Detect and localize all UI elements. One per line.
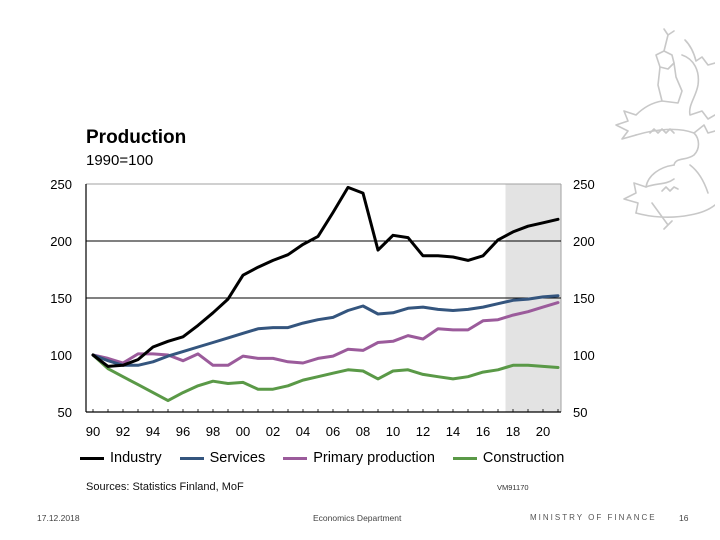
x-tick-label: 92 — [116, 424, 130, 439]
x-tick-label: 90 — [86, 424, 100, 439]
legend-swatch-services — [179, 456, 204, 460]
legend-label-industry: Industry — [110, 450, 162, 466]
footer-page-number: 16 — [679, 513, 689, 523]
y-tick-label-right: 250 — [573, 177, 595, 192]
legend-item-services: Services — [179, 450, 266, 466]
chart-title: Production — [86, 127, 187, 148]
legend-item-construction: Construction — [452, 450, 565, 466]
footer-ministry: MINISTRY OF FINANCE — [530, 513, 657, 522]
x-tick-label: 00 — [236, 424, 250, 439]
footer-department: Economics Department — [313, 513, 402, 523]
series-line-primary-production — [91, 301, 560, 367]
x-tick-label: 18 — [506, 424, 520, 439]
legend-label-primary-production: Primary production — [313, 450, 435, 466]
x-tick-label: 94 — [146, 424, 160, 439]
chart-code: VM91170 — [497, 483, 529, 492]
x-tick-label: 10 — [386, 424, 400, 439]
legend-label-services: Services — [209, 450, 266, 466]
y-tick-label-left: 200 — [50, 234, 72, 249]
series-line-industry — [91, 185, 560, 368]
legend-label-construction: Construction — [482, 450, 565, 466]
y-tick-label-right: 200 — [573, 234, 595, 249]
legend-item-industry: Industry — [80, 450, 162, 466]
y-tick-label-right: 100 — [573, 348, 595, 363]
x-tick-label: 06 — [326, 424, 340, 439]
x-tick-label: 02 — [266, 424, 280, 439]
chart-subtitle: 1990=100 — [86, 152, 154, 169]
y-tick-label-left: 250 — [50, 177, 72, 192]
series-line-construction — [91, 353, 560, 403]
y-tick-label-left: 100 — [50, 348, 72, 363]
x-tick-label: 98 — [206, 424, 220, 439]
legend-item-primary-production: Primary production — [283, 450, 435, 466]
y-tick-label-right: 50 — [573, 405, 587, 420]
x-tick-label: 96 — [176, 424, 190, 439]
sources-note: Sources: Statistics Finland, MoF — [86, 481, 244, 493]
plot-area: 90 92 94 96 98 00 02 04 06 08 10 12 14 16 18 20 50 50 100 1… — [50, 177, 594, 439]
legend-swatch-construction — [452, 456, 477, 460]
chart-legend: Industry Services Primary production Con… — [80, 448, 582, 468]
legend-swatch-industry — [80, 456, 104, 460]
x-tick-label: 04 — [296, 424, 310, 439]
y-tick-label-left: 150 — [50, 291, 72, 306]
footer-date: 17.12.2018 — [37, 513, 80, 523]
x-tick-label: 12 — [416, 424, 430, 439]
legend-swatch-primary-production — [283, 456, 308, 460]
finnish-lion-coat-of-arms-icon — [615, 28, 715, 230]
series-line-services — [91, 294, 560, 367]
y-tick-label-left: 50 — [58, 405, 72, 420]
x-tick-label: 14 — [446, 424, 460, 439]
x-tick-label: 16 — [476, 424, 490, 439]
x-tick-label: 08 — [356, 424, 370, 439]
x-tick-label: 20 — [536, 424, 550, 439]
y-tick-label-right: 150 — [573, 291, 595, 306]
